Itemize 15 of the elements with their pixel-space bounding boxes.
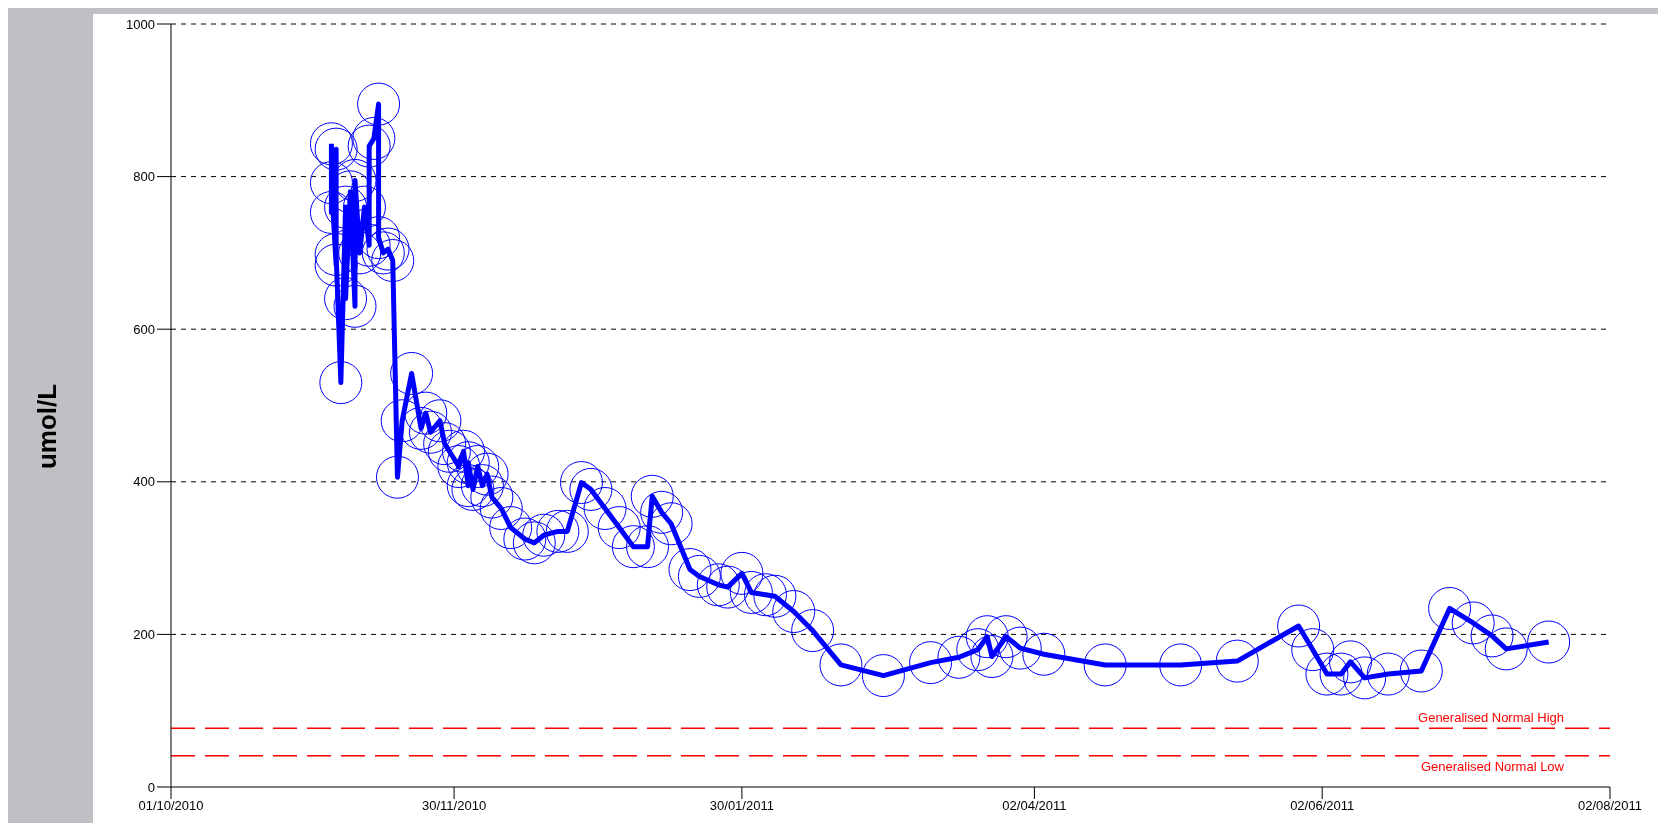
x-tick-label: 30/11/2010 [422, 798, 487, 814]
y-axis-title: umol/L [31, 382, 63, 472]
y-tick-label: 800 [133, 169, 155, 185]
x-tick-label: 02/08/2011 [1577, 798, 1643, 814]
y-tick-label: 200 [133, 627, 155, 643]
y-tick-label: 400 [133, 474, 155, 490]
y-tick-label: 1000 [126, 16, 155, 32]
y-tick-label: 600 [133, 321, 155, 337]
ref-line-label: Generalised Normal Low [1420, 758, 1565, 774]
x-tick-label: 02/06/2011 [1290, 798, 1355, 814]
x-tick-label: 30/01/2011 [709, 798, 774, 814]
y-tick-label: 0 [147, 779, 155, 795]
x-tick-label: 02/04/2011 [1002, 798, 1067, 814]
ref-line-label: Generalised Normal High [1418, 710, 1564, 726]
x-tick-label: 01/10/2010 [138, 798, 204, 814]
